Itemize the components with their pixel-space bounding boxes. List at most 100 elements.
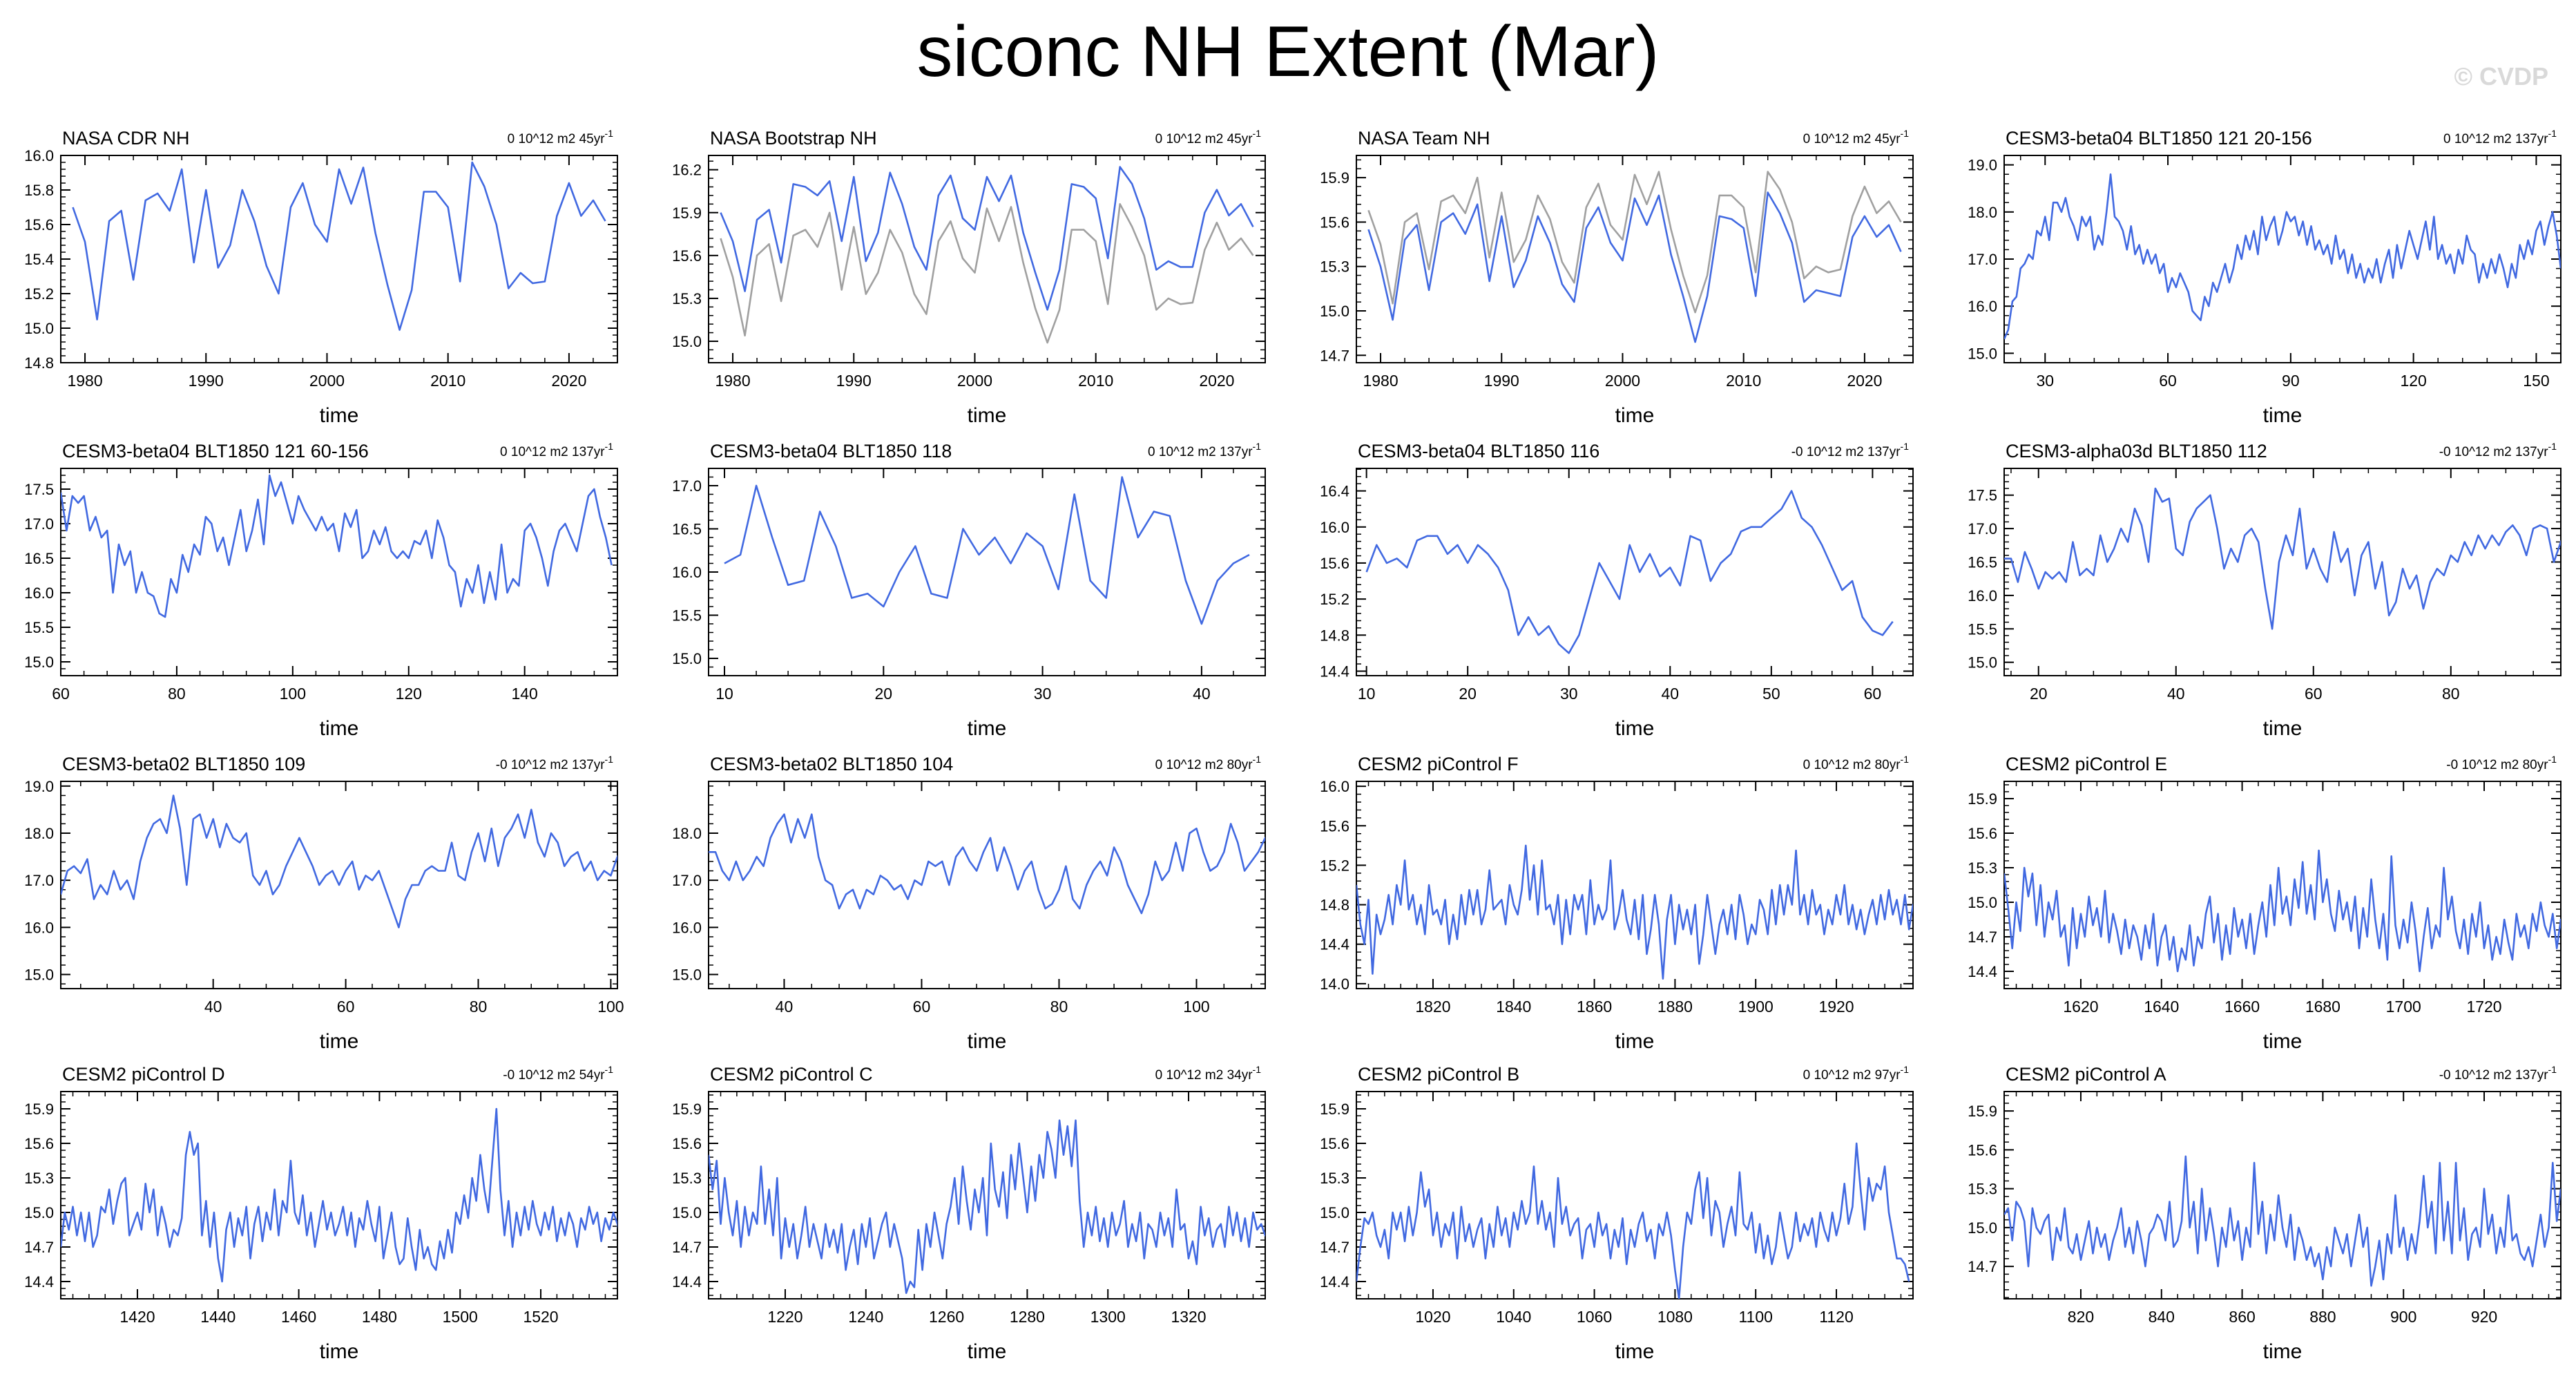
x-tick-label: 1440 — [200, 1308, 236, 1326]
trend-exponent: -1 — [1253, 128, 1262, 139]
chart-panel: CESM2 piControl E -0 10^12 m2 80yr-1 1620 1… — [1968, 754, 2561, 1053]
y-tick-label: 14.8 — [1320, 627, 1349, 644]
y-tick-label: 15.3 — [24, 1170, 54, 1187]
y-tick-label: 15.6 — [672, 247, 702, 265]
x-tick-label: 1480 — [362, 1308, 397, 1326]
x-tick-label: 1220 — [767, 1308, 802, 1326]
x-tick-label: 1840 — [1496, 998, 1531, 1016]
y-tick-label: 15.9 — [24, 1101, 54, 1118]
trend-exponent: -1 — [1901, 128, 1910, 139]
trend-exponent: -1 — [2548, 441, 2557, 452]
y-tick-label: 17.0 — [24, 515, 54, 533]
y-tick-label: 18.0 — [1968, 204, 1997, 221]
panel-title: CESM2 piControl F — [1358, 754, 1519, 774]
y-tick-label: 16.0 — [1320, 778, 1349, 795]
x-axis-label: time — [2263, 404, 2303, 427]
trend-exponent: -1 — [605, 1064, 614, 1075]
y-tick-label: 15.9 — [1968, 1103, 1997, 1120]
watermark: © CVDP — [2454, 62, 2548, 91]
x-axis-label: time — [968, 1030, 1007, 1053]
y-tick-label: 16.0 — [1320, 519, 1349, 536]
y-tick-label: 15.6 — [1320, 555, 1349, 572]
trend-label: -0 10^12 m2 137yr-1 — [2439, 1064, 2557, 1083]
x-tick-label: 2010 — [1078, 372, 1113, 390]
x-tick-label: 1980 — [1363, 372, 1398, 390]
panel-title: CESM2 piControl D — [62, 1064, 225, 1085]
plot-frame — [2003, 781, 2561, 989]
x-tick-label: 100 — [597, 998, 624, 1016]
x-tick-label: 120 — [2400, 372, 2426, 390]
y-tick-label: 17.5 — [24, 481, 54, 498]
x-tick-label: 60 — [337, 998, 355, 1016]
trend-label: 0 10^12 m2 97yr-1 — [1803, 1064, 1910, 1083]
y-tick-label: 15.6 — [1968, 825, 1997, 842]
trend-exponent: -1 — [1901, 754, 1910, 765]
x-tick-label: 40 — [1193, 685, 1211, 703]
plot-frame — [708, 781, 1266, 989]
x-tick-label: 1990 — [836, 372, 872, 390]
panel-title: CESM2 piControl C — [710, 1064, 873, 1085]
series-line — [709, 813, 1265, 915]
trend-exponent: -1 — [1253, 754, 1262, 765]
y-tick-label: 15.2 — [24, 285, 54, 303]
trend-label: 0 10^12 m2 137yr-1 — [2443, 128, 2557, 146]
y-tick-label: 16.0 — [24, 147, 54, 164]
y-tick-label: 16.0 — [1968, 298, 1997, 315]
y-tick-label: 15.2 — [1320, 591, 1349, 608]
x-tick-label: 1660 — [2224, 998, 2260, 1016]
obs-series-line — [1367, 171, 1902, 314]
x-tick-label: 20 — [875, 685, 893, 703]
chart-panel: CESM2 piControl D -0 10^12 m2 54yr-1 1420 1… — [24, 1064, 618, 1363]
y-tick-label: 15.3 — [672, 1170, 702, 1187]
x-tick-label: 2010 — [1726, 372, 1761, 390]
chart-panel: NASA CDR NH 0 10^12 m2 45yr-1 1980 1990 2000… — [24, 128, 618, 427]
x-tick-label: 1120 — [1819, 1308, 1853, 1326]
x-tick-label: 1080 — [1657, 1308, 1693, 1326]
x-tick-label: 1900 — [1738, 998, 1774, 1016]
y-tick-label: 17.5 — [1968, 487, 1997, 504]
x-tick-label: 100 — [1183, 998, 1209, 1016]
x-tick-label: 1040 — [1496, 1308, 1531, 1326]
x-tick-label: 1920 — [1818, 998, 1854, 1016]
chart-panel: CESM2 piControl C 0 10^12 m2 34yr-1 1220 12… — [672, 1064, 1266, 1363]
series-line — [61, 794, 617, 929]
series-line — [709, 1119, 1265, 1294]
x-axis-label: time — [320, 404, 359, 427]
x-tick-label: 100 — [280, 685, 306, 703]
x-tick-label: 1720 — [2466, 998, 2501, 1016]
y-tick-label: 15.9 — [1320, 169, 1349, 187]
y-tick-label: 15.6 — [672, 1135, 702, 1152]
y-tick-label: 14.8 — [1320, 897, 1349, 914]
x-tick-label: 80 — [470, 998, 488, 1016]
panel-title: NASA Team NH — [1358, 128, 1490, 149]
y-tick-label: 15.8 — [24, 182, 54, 199]
x-axis-label: time — [1615, 404, 1655, 427]
y-tick-label: 17.0 — [1968, 520, 1997, 537]
x-tick-label: 10 — [715, 685, 733, 703]
x-tick-label: 820 — [2068, 1308, 2094, 1326]
x-tick-label: 2010 — [430, 372, 465, 390]
panel-title: NASA Bootstrap NH — [710, 128, 877, 149]
y-tick-label: 16.0 — [672, 564, 702, 581]
trend-exponent: -1 — [605, 754, 614, 765]
y-tick-label: 17.0 — [672, 872, 702, 889]
plot-frame — [708, 155, 1266, 363]
y-tick-label: 15.3 — [1968, 1181, 1997, 1198]
x-tick-label: 80 — [168, 685, 186, 703]
y-tick-label: 15.5 — [24, 619, 54, 636]
y-tick-label: 15.0 — [672, 967, 702, 984]
x-tick-label: 1820 — [1415, 998, 1450, 1016]
panel-title: CESM3-beta02 BLT1850 104 — [710, 754, 953, 774]
x-tick-label: 900 — [2390, 1308, 2416, 1326]
x-axis-label: time — [1615, 1340, 1655, 1363]
x-axis-label: time — [968, 717, 1007, 740]
trend-exponent: -1 — [2548, 128, 2557, 139]
panel-title: CESM3-beta04 BLT1850 116 — [1358, 441, 1599, 461]
x-tick-label: 1680 — [2305, 998, 2340, 1016]
x-tick-label: 2000 — [957, 372, 992, 390]
chart-panel: CESM2 piControl F 0 10^12 m2 80yr-1 1820 18… — [1320, 754, 1914, 1053]
x-tick-label: 50 — [1762, 685, 1780, 703]
plot-frame — [60, 1091, 618, 1299]
y-tick-label: 15.0 — [1968, 894, 1997, 911]
y-tick-label: 15.0 — [24, 967, 54, 984]
